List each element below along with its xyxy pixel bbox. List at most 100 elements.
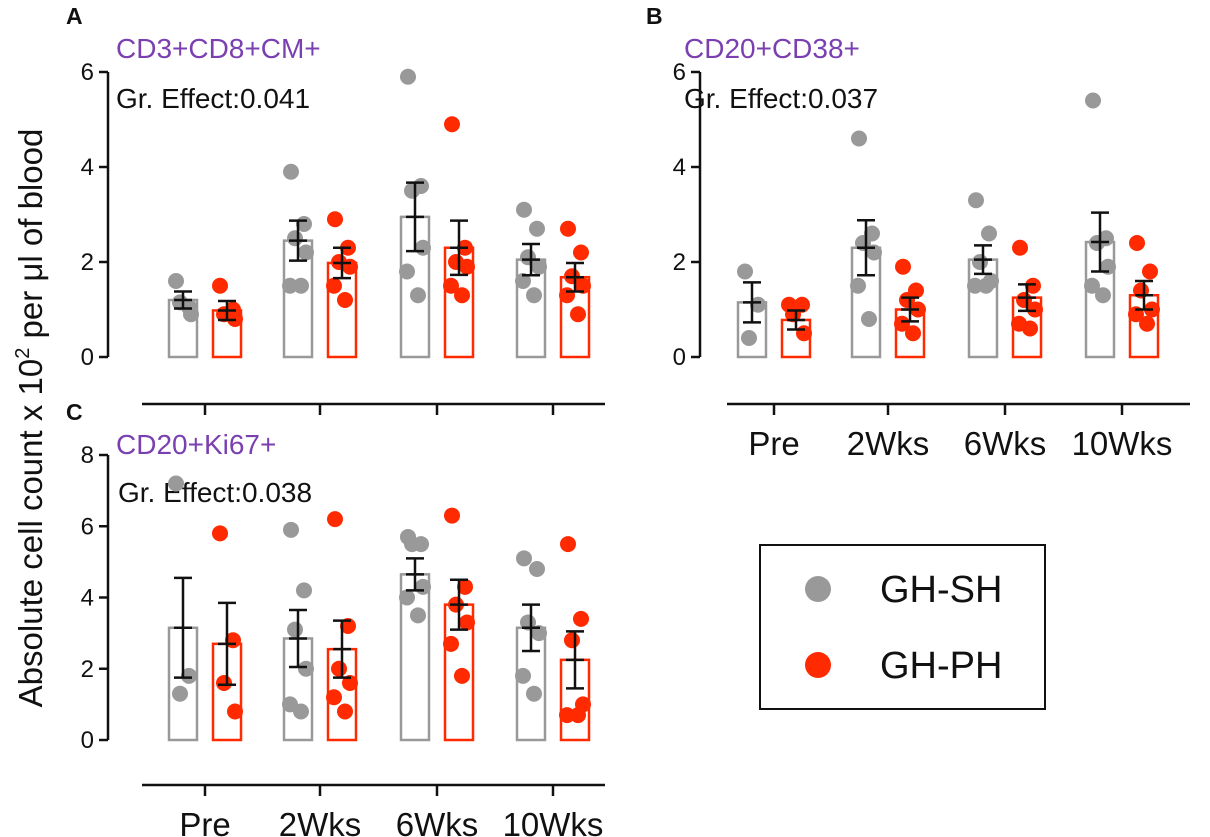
panel-a-annotation: Gr. Effect:0.041	[116, 83, 310, 114]
panel-b-point-gh-sh	[967, 277, 983, 294]
panel-c-point-gh-sh	[168, 475, 184, 492]
panel-b-title: CD20+CD38+	[684, 33, 860, 64]
panel-b-point-gh-sh	[972, 254, 988, 270]
panel-c-x-tick-label: 2Wks	[279, 806, 362, 837]
panel-b-point-gh-ph	[1027, 301, 1043, 318]
panel-c-point-gh-sh	[515, 667, 531, 684]
panel-c-point-gh-sh	[516, 550, 532, 567]
panel-b-point-gh-sh	[851, 130, 867, 147]
panel-a-point-gh-sh	[526, 287, 542, 304]
y-axis-label: Absolute cell count x 102 per μl of bloo…	[12, 129, 49, 708]
panel-a-point-gh-ph	[342, 258, 358, 275]
panel-c-point-gh-ph	[331, 660, 347, 677]
panel-c-point-gh-sh	[287, 621, 303, 638]
panel-c-point-gh-sh	[415, 578, 431, 595]
panel-c-point-gh-sh	[296, 582, 312, 599]
panel-c-chart: 0 2 4 6 8 Pre 2Wks 6Wks 10Wks	[81, 442, 605, 837]
panel-a-point-gh-ph	[327, 211, 343, 228]
panel-label-c: C	[66, 399, 83, 425]
panel-b-point-gh-ph	[1022, 320, 1038, 337]
panel-b-y-tick-label: 0	[673, 344, 686, 371]
panel-c-point-gh-ph	[342, 675, 358, 691]
panel-c-annotation: Gr. Effect:0.038	[118, 477, 312, 508]
panel-b-point-gh-ph	[895, 258, 911, 275]
panel-c-y-tick-label: 2	[81, 656, 94, 683]
panel-c-point-gh-sh	[399, 589, 415, 606]
panel-b-y-tick-label: 2	[673, 249, 686, 276]
panel-a-point-gh-sh	[415, 239, 431, 256]
panel-c-point-gh-sh	[404, 536, 420, 553]
panel-c-x-tick-label: 6Wks	[396, 806, 479, 837]
panel-c-point-gh-ph	[337, 703, 353, 720]
panel-a-point-gh-sh	[515, 273, 531, 289]
panel-b-point-gh-ph	[1129, 235, 1145, 251]
panel-c-point-gh-ph	[212, 525, 228, 542]
panel-c-point-gh-sh	[410, 607, 426, 624]
panel-b-point-gh-sh	[741, 330, 757, 346]
panel-c-point-gh-ph	[326, 689, 342, 706]
panel-c-y-tick-label: 8	[81, 442, 94, 469]
legend-marker-gh-sh	[805, 576, 831, 602]
panel-c-y-tick-label: 6	[81, 513, 94, 540]
legend: GH-SH GH-PH	[759, 544, 1046, 710]
panel-c-point-gh-sh	[529, 561, 545, 577]
panel-b-point-gh-ph	[905, 325, 921, 342]
panel-a-point-gh-ph	[444, 116, 460, 133]
panel-c-point-gh-sh	[298, 660, 314, 677]
panel-b-point-gh-ph	[1025, 277, 1041, 294]
panel-c-bar-gh-ph	[211, 642, 243, 742]
panel-c-point-gh-ph	[227, 703, 243, 720]
panel-a-point-gh-sh	[298, 244, 314, 261]
panel-c-point-gh-ph	[459, 614, 475, 631]
panel-c-point-gh-sh	[531, 625, 547, 642]
panel-c-point-gh-ph	[216, 675, 232, 691]
panel-a-point-gh-ph	[212, 277, 228, 294]
panel-b-point-gh-sh	[968, 192, 984, 209]
panel-c-point-gh-ph	[327, 511, 343, 528]
panel-a-title: CD3+CD8+CM+	[116, 33, 321, 64]
panel-c-point-gh-ph	[570, 707, 586, 724]
panel-a-point-gh-ph	[573, 244, 589, 261]
panel-c-point-gh-ph	[454, 667, 470, 684]
panel-c-point-gh-ph	[559, 707, 575, 724]
panel-a-point-gh-ph	[575, 277, 591, 294]
panel-a-point-gh-sh	[529, 220, 545, 237]
panel-a-point-gh-sh	[283, 163, 299, 180]
panel-a-point-gh-ph	[443, 277, 459, 294]
panel-b-x-tick-label: Pre	[748, 425, 799, 462]
panel-a-point-gh-ph	[337, 292, 353, 308]
panel-c-y-tick-label: 4	[81, 585, 94, 612]
panel-b-point-gh-ph	[1012, 239, 1028, 256]
panel-b-point-gh-sh	[1085, 92, 1101, 109]
panel-c-title: CD20+Ki67+	[116, 429, 276, 460]
panel-c-point-gh-ph	[444, 507, 460, 524]
legend-label-gh-sh: GH-SH	[880, 569, 1002, 611]
panel-c-point-gh-ph	[573, 610, 589, 627]
panel-c-point-gh-ph	[564, 632, 580, 649]
panel-a-bar-gh-sh	[282, 239, 314, 359]
panel-a-point-gh-sh	[183, 306, 199, 323]
y-axis-label-superscript: 2	[12, 348, 34, 359]
panel-a-point-gh-sh	[399, 263, 415, 280]
panel-b-annotation: Gr. Effect:0.037	[684, 83, 878, 114]
panel-c-point-gh-ph	[340, 618, 356, 634]
panel-a-point-gh-ph	[559, 287, 575, 304]
panel-b-chart: 0 2 4 6 Pre 2Wks 6Wks 10Wks	[673, 59, 1190, 462]
panel-a-chart: 0 2 4 6	[81, 59, 605, 415]
panel-b-point-gh-ph	[796, 325, 812, 342]
panel-b-point-gh-sh	[737, 263, 753, 280]
panel-label-a: A	[66, 3, 83, 29]
panel-b-x-tick-label: 10Wks	[1072, 425, 1173, 462]
panel-c-point-gh-sh	[526, 685, 542, 702]
panel-a-point-gh-sh	[293, 277, 309, 294]
legend-label-gh-ph: GH-PH	[880, 645, 1002, 687]
panel-b-point-gh-ph	[1142, 263, 1158, 280]
panel-a-point-gh-sh	[400, 68, 416, 85]
panel-a-point-gh-ph	[454, 287, 470, 304]
panel-label-b: B	[646, 3, 663, 29]
panel-a-point-gh-sh	[282, 277, 298, 294]
panel-a-point-gh-sh	[287, 230, 303, 247]
panel-b-point-gh-sh	[861, 311, 877, 327]
panel-b-y-tick-label: 4	[673, 154, 686, 181]
